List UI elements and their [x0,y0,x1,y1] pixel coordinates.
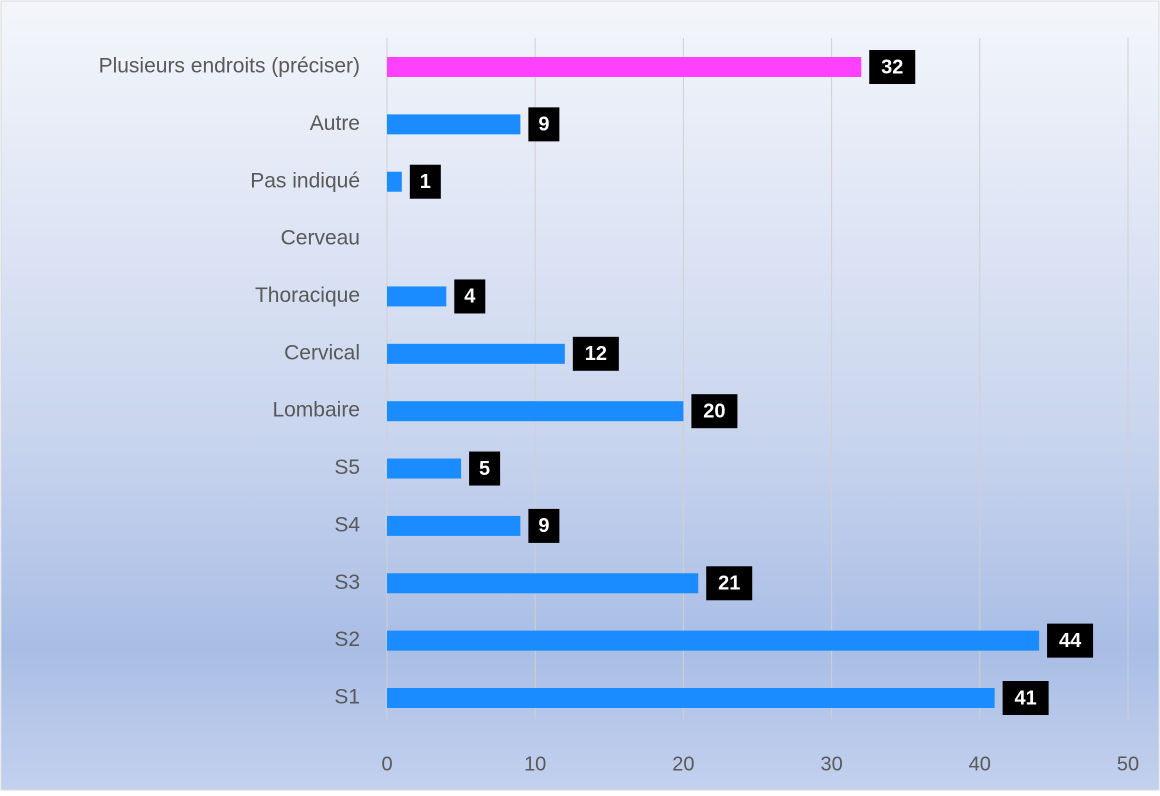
y-tick-label: Autre [310,112,360,135]
bar [387,515,521,536]
data-label: 5 [479,458,490,480]
bar [387,688,995,708]
x-tick-label: 0 [381,753,392,775]
data-label: 4 [464,286,476,308]
y-tick-label: Cervical [284,341,360,364]
x-tick-label: 50 [1117,753,1139,775]
data-label-box [1002,681,1049,715]
y-tick-label: S4 [334,513,360,536]
bar [387,401,684,422]
data-label-box [572,336,619,371]
data-label-box [1047,623,1094,658]
data-label: 21 [718,573,740,595]
x-tick-label: 30 [820,753,842,775]
data-label-box [409,164,441,199]
data-label-box [706,566,753,601]
data-label: 9 [538,114,549,136]
y-tick-label: Thoracique [255,284,360,307]
bar [387,630,1040,651]
bar [387,343,565,364]
data-label: 20 [703,400,725,422]
x-tick-label: 20 [672,753,694,775]
data-label: 9 [538,515,549,537]
data-label: 12 [585,343,607,365]
data-label-box [528,508,560,543]
y-tick-label: S2 [334,628,360,651]
data-label-box [454,279,486,314]
bar [387,458,462,479]
x-tick-label: 40 [969,753,991,775]
y-tick-label: Pas indiqué [250,169,360,192]
data-label: 32 [881,56,903,78]
bar [387,57,862,77]
data-label-box [528,107,560,142]
y-tick-label: S1 [334,686,360,709]
bar [387,286,447,307]
y-tick-label: Cerveau [281,227,360,250]
y-tick-label: Plusieurs endroits (préciser) [99,55,360,78]
data-label: 41 [1014,687,1036,709]
y-tick-label: S3 [334,571,360,594]
data-label-box [691,394,738,429]
bar [387,171,402,192]
x-tick-label: 10 [524,753,546,775]
y-tick-label: S5 [334,456,360,479]
data-label: 44 [1059,630,1082,652]
data-label-box [869,50,916,84]
bar [387,573,699,594]
data-label-box [469,451,501,486]
y-tick-label: Lombaire [272,399,360,422]
bar [387,114,521,135]
data-label: 1 [420,171,431,193]
